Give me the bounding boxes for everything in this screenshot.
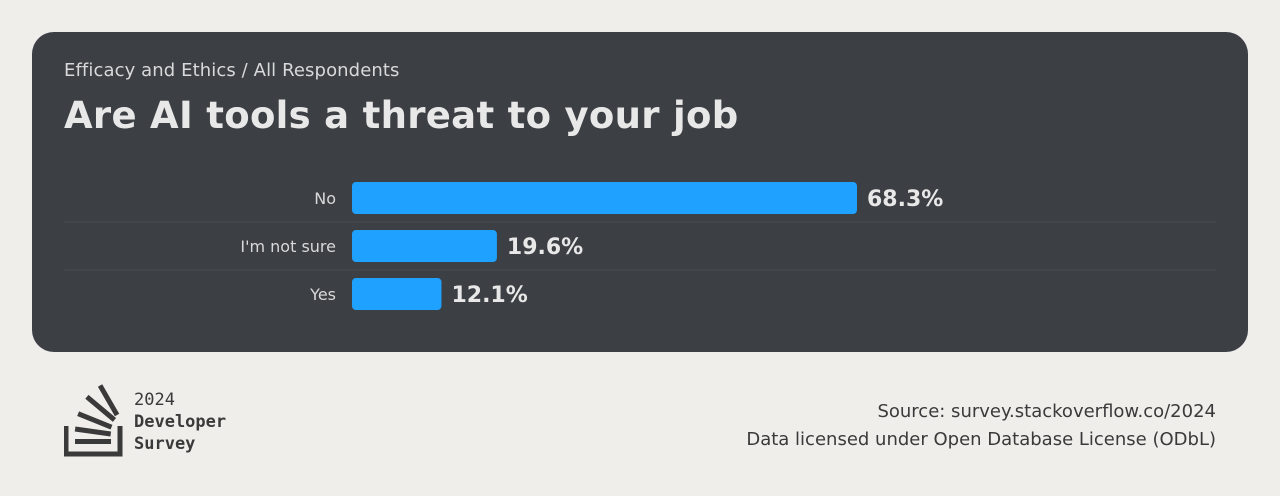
logo-line2: Survey — [134, 434, 196, 454]
stackoverflow-logo-icon — [64, 384, 123, 457]
bar-chart: No 68.3% I'm not sure 19.6% Yes 12.1% — [64, 182, 1216, 310]
chart-card: Efficacy and Ethics / All Respondents Ar… — [32, 32, 1248, 352]
logo-line1: Developer — [134, 412, 227, 432]
category-label: Yes — [309, 285, 336, 304]
license-text: Data licensed under Open Database Licens… — [746, 429, 1216, 450]
value-label: 19.6% — [507, 235, 583, 260]
logo-text: 2024 Developer Survey — [134, 389, 226, 455]
breadcrumb: Efficacy and Ethics / All Respondents — [64, 60, 400, 81]
logo-year: 2024 — [134, 390, 175, 410]
value-label: 12.1% — [451, 283, 527, 308]
value-label: 68.3% — [867, 187, 943, 212]
category-label: I'm not sure — [240, 237, 336, 256]
bar-2 — [352, 278, 442, 310]
source-text: Source: survey.stackoverflow.co/2024 — [877, 401, 1216, 422]
category-label: No — [314, 189, 336, 208]
bar-1 — [352, 230, 497, 262]
source-block: Source: survey.stackoverflow.co/2024 Dat… — [746, 398, 1216, 454]
bar-0 — [352, 182, 857, 214]
page-title: Are AI tools a threat to your job — [64, 94, 739, 137]
